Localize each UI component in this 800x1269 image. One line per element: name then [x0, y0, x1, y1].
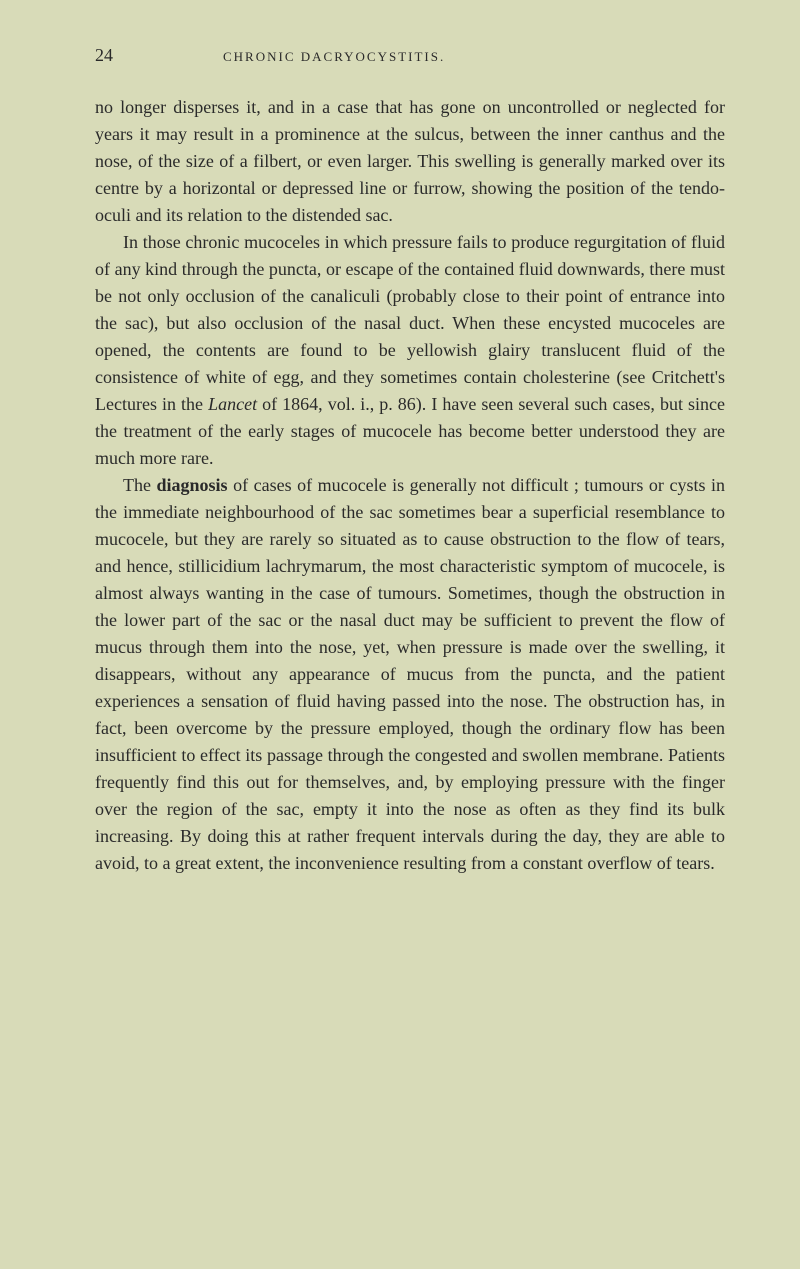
paragraph-3-prefix: The — [123, 475, 157, 495]
page-header: 24 CHRONIC DACRYOCYSTITIS. — [95, 45, 725, 66]
page-container: 24 CHRONIC DACRYOCYSTITIS. no longer dis… — [0, 0, 800, 927]
page-number: 24 — [95, 45, 113, 66]
paragraph-2-prefix: In those chronic mucoceles in which pres… — [95, 232, 725, 414]
paragraph-1: no longer disperses it, and in a case th… — [95, 94, 725, 229]
paragraph-3-suffix: of cases of mucocele is generally not di… — [95, 475, 725, 873]
body-text: no longer disperses it, and in a case th… — [95, 94, 725, 877]
paragraph-2: In those chronic mucoceles in which pres… — [95, 229, 725, 472]
paragraph-3-bold: diagnosis — [157, 475, 228, 495]
paragraph-2-italic: Lancet — [208, 394, 257, 414]
running-title: CHRONIC DACRYOCYSTITIS. — [223, 49, 445, 65]
paragraph-3: The diagnosis of cases of mucocele is ge… — [95, 472, 725, 877]
